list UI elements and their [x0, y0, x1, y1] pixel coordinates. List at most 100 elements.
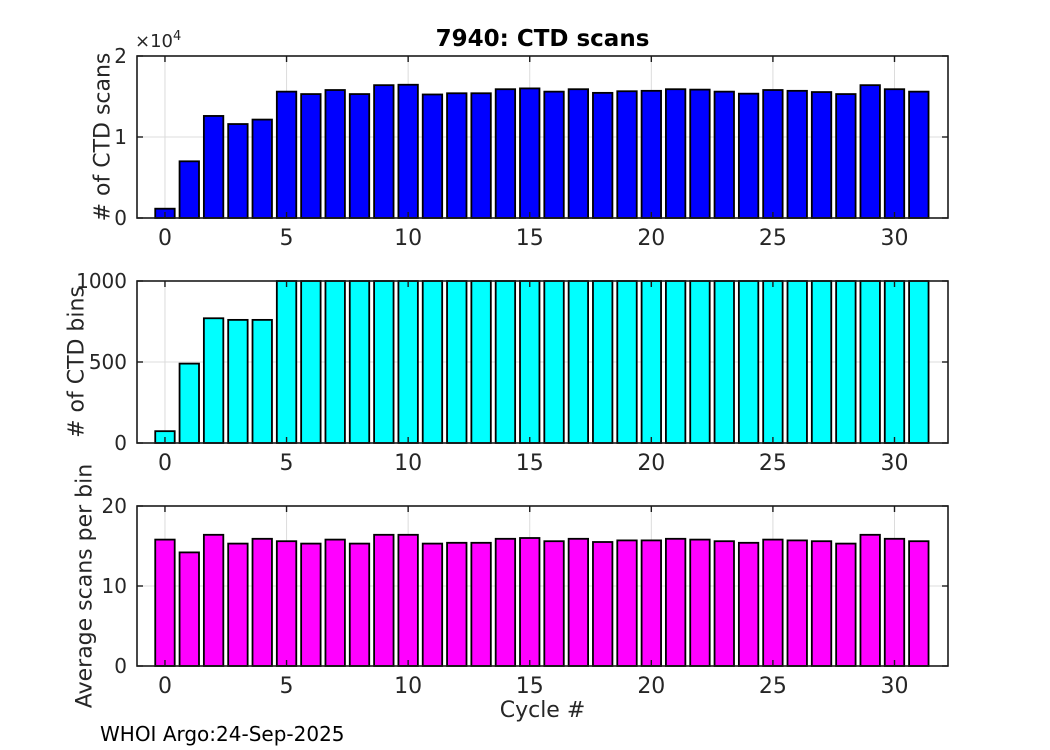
bar-ctd-scans-cycle-29	[859, 84, 881, 219]
bar-ctd-scans-cycle-19	[616, 90, 638, 219]
bar-ctd-bins-cycle-26	[786, 280, 808, 444]
bar-ctd-bins-cycle-18	[592, 280, 614, 444]
y-tick-label-avg-scans-per-bin: 10	[102, 574, 127, 598]
bar-ctd-scans-cycle-26	[786, 89, 808, 219]
bar-ctd-bins-cycle-27	[810, 280, 833, 444]
bar-avg-scans-per-bin-cycle-8	[348, 542, 371, 667]
bar-avg-scans-per-bin-cycle-4	[251, 537, 273, 667]
bar-avg-scans-per-bin-cycle-0	[154, 538, 176, 667]
x-tick-label-ctd-scans: 0	[158, 226, 172, 251]
bar-ctd-scans-cycle-15	[519, 87, 541, 219]
bar-avg-scans-per-bin-cycle-18	[592, 541, 614, 667]
bar-ctd-scans-cycle-1	[178, 160, 200, 219]
bar-ctd-bins-cycle-15	[519, 280, 541, 444]
bar-avg-scans-per-bin-cycle-24	[737, 541, 760, 667]
bar-avg-scans-per-bin-cycle-27	[810, 540, 833, 667]
bar-ctd-scans-cycle-18	[592, 91, 614, 219]
bar-ctd-scans-cycle-3	[227, 123, 249, 219]
x-tick-label-avg-scans-per-bin: 25	[759, 674, 787, 699]
x-tick-label-ctd-bins: 20	[637, 451, 665, 476]
bar-avg-scans-per-bin-cycle-20	[640, 539, 662, 667]
bar-ctd-bins-cycle-30	[883, 280, 906, 444]
figure-title: 7940: CTD scans	[435, 26, 650, 52]
ylabel-avg-scans-per-bin: Average scans per bin	[72, 463, 98, 709]
bar-avg-scans-per-bin-cycle-11	[421, 542, 444, 667]
bar-ctd-scans-cycle-28	[835, 93, 857, 219]
bar-ctd-bins-cycle-9	[373, 280, 395, 444]
bar-ctd-scans-cycle-27	[810, 91, 833, 219]
bar-ctd-bins-cycle-28	[835, 280, 857, 444]
x-tick-label-ctd-bins: 5	[280, 451, 294, 476]
bar-ctd-scans-cycle-5	[275, 90, 298, 219]
bar-avg-scans-per-bin-cycle-19	[616, 539, 638, 667]
bar-ctd-scans-cycle-30	[883, 88, 906, 219]
bar-ctd-scans-cycle-4	[251, 118, 273, 219]
bar-ctd-scans-cycle-6	[300, 93, 322, 219]
x-tick-label-ctd-scans: 15	[516, 226, 544, 251]
x-tick-label-ctd-scans: 25	[759, 226, 787, 251]
bar-avg-scans-per-bin-cycle-29	[859, 533, 881, 667]
bar-ctd-scans-cycle-21	[665, 88, 687, 219]
bar-ctd-bins-cycle-1	[178, 362, 200, 444]
bar-avg-scans-per-bin-cycle-12	[446, 541, 468, 667]
bar-ctd-bins-cycle-6	[300, 280, 322, 444]
bar-ctd-bins-cycle-5	[275, 280, 298, 444]
bar-ctd-scans-cycle-9	[373, 84, 395, 219]
y-tick-label-avg-scans-per-bin: 20	[102, 494, 127, 518]
x-tick-label-ctd-bins: 10	[394, 451, 422, 476]
x-tick-label-avg-scans-per-bin: 30	[881, 674, 909, 699]
x-tick-label-ctd-scans: 30	[881, 226, 909, 251]
bar-ctd-scans-cycle-16	[543, 90, 565, 219]
bar-ctd-bins-cycle-4	[251, 318, 273, 444]
bar-ctd-scans-cycle-23	[713, 90, 735, 219]
bar-ctd-bins-cycle-21	[665, 280, 687, 444]
y-tick-label-ctd-bins: 0	[114, 431, 127, 455]
bar-avg-scans-per-bin-cycle-30	[883, 537, 906, 667]
bar-ctd-scans-cycle-17	[567, 88, 589, 219]
y-axis-exponent: ×104	[135, 29, 182, 52]
x-tick-label-avg-scans-per-bin: 15	[516, 674, 544, 699]
bar-ctd-bins-cycle-11	[421, 280, 444, 444]
x-tick-label-avg-scans-per-bin: 0	[158, 674, 172, 699]
x-tick-label-avg-scans-per-bin: 10	[394, 674, 422, 699]
bar-ctd-scans-cycle-12	[446, 92, 468, 219]
bar-ctd-bins-cycle-14	[494, 280, 517, 444]
bar-avg-scans-per-bin-cycle-17	[567, 537, 589, 667]
bar-avg-scans-per-bin-cycle-6	[300, 542, 322, 667]
bar-ctd-bins-cycle-23	[713, 280, 735, 444]
x-tick-label-ctd-bins: 25	[759, 451, 787, 476]
y-axis-exponent-power: 4	[173, 29, 182, 44]
x-tick-label-ctd-scans: 20	[637, 226, 665, 251]
bar-ctd-scans-cycle-13	[470, 92, 492, 219]
bar-ctd-bins-cycle-19	[616, 280, 638, 444]
bar-ctd-bins-cycle-24	[737, 280, 760, 444]
bar-ctd-bins-cycle-7	[324, 280, 346, 444]
bar-ctd-bins-cycle-3	[227, 318, 249, 444]
bar-ctd-bins-cycle-25	[762, 280, 784, 444]
bar-avg-scans-per-bin-cycle-9	[373, 533, 395, 667]
bar-avg-scans-per-bin-cycle-15	[519, 537, 541, 667]
footer-watermark: WHOI Argo:24-Sep-2025	[100, 722, 345, 746]
bar-avg-scans-per-bin-cycle-1	[178, 551, 200, 667]
bar-ctd-scans-cycle-31	[908, 90, 930, 219]
x-tick-label-ctd-scans: 10	[394, 226, 422, 251]
bar-ctd-scans-cycle-8	[348, 93, 371, 219]
bar-ctd-scans-cycle-14	[494, 88, 517, 219]
x-tick-label-ctd-bins: 0	[158, 451, 172, 476]
bar-avg-scans-per-bin-cycle-16	[543, 540, 565, 667]
bar-avg-scans-per-bin-cycle-14	[494, 537, 517, 667]
bar-avg-scans-per-bin-cycle-7	[324, 538, 346, 667]
x-tick-label-avg-scans-per-bin: 5	[280, 674, 294, 699]
bar-ctd-scans-cycle-10	[397, 83, 419, 219]
bar-ctd-bins-cycle-10	[397, 280, 419, 444]
bar-ctd-bins-cycle-13	[470, 280, 492, 444]
bar-ctd-scans-cycle-22	[689, 88, 711, 219]
bar-avg-scans-per-bin-cycle-23	[713, 540, 735, 667]
y-tick-label-ctd-bins: 500	[89, 350, 127, 374]
xlabel-cycle: Cycle #	[499, 698, 586, 723]
bar-ctd-scans-cycle-2	[202, 115, 225, 219]
x-tick-label-ctd-bins: 30	[881, 451, 909, 476]
x-tick-label-avg-scans-per-bin: 20	[637, 674, 665, 699]
